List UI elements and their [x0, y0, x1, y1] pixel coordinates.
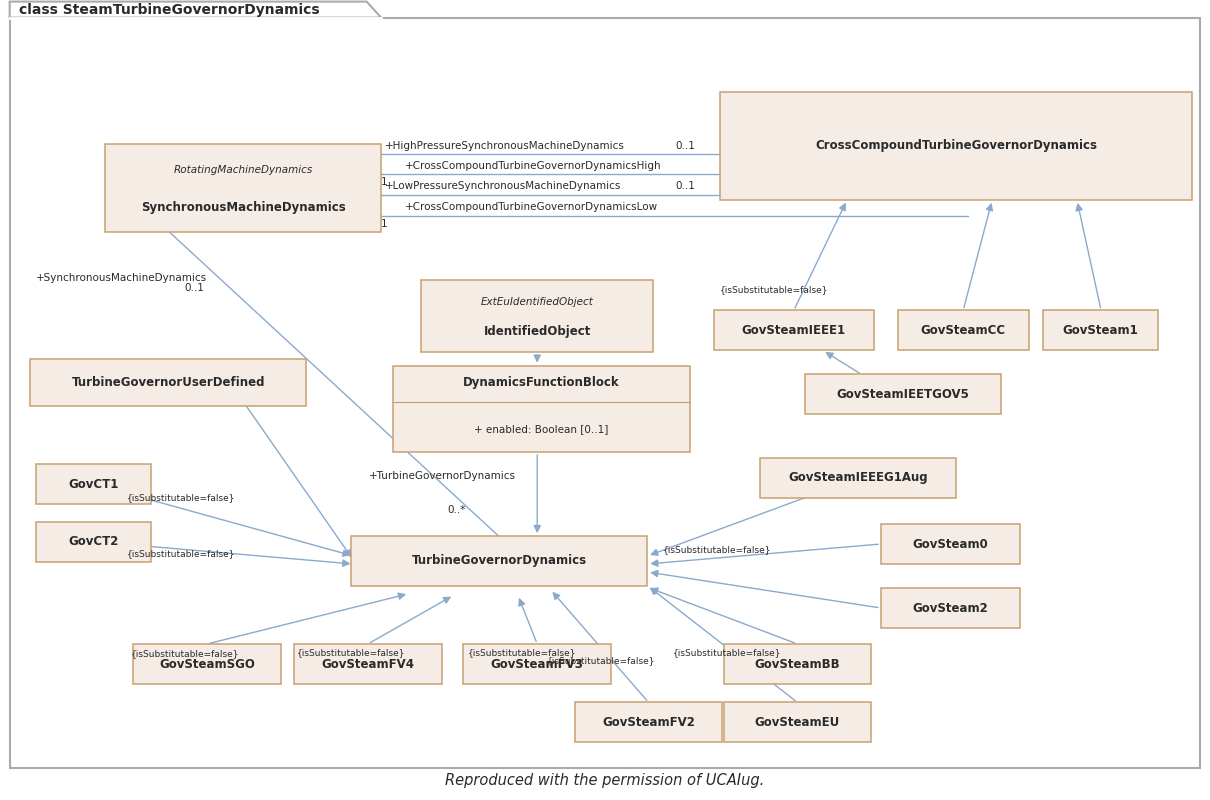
Text: class SteamTurbineGovernorDynamics: class SteamTurbineGovernorDynamics — [19, 2, 319, 17]
FancyBboxPatch shape — [898, 310, 1028, 350]
Text: GovSteamIEETGOV5: GovSteamIEETGOV5 — [836, 388, 969, 401]
Text: GovSteam1: GovSteam1 — [1062, 324, 1139, 337]
Text: GovSteamCC: GovSteamCC — [921, 324, 1006, 337]
Text: TurbineGovernorUserDefined: TurbineGovernorUserDefined — [71, 376, 265, 389]
Text: 0..1: 0..1 — [184, 283, 203, 293]
Text: IdentifiedObject: IdentifiedObject — [484, 326, 590, 338]
Text: 1: 1 — [381, 178, 387, 187]
Text: 0..1: 0..1 — [675, 182, 695, 191]
Text: +SynchronousMachineDynamics: +SynchronousMachineDynamics — [36, 274, 207, 283]
Text: {isSubstitutable=false}: {isSubstitutable=false} — [673, 648, 782, 658]
FancyBboxPatch shape — [760, 458, 956, 498]
Text: {isSubstitutable=false}: {isSubstitutable=false} — [127, 493, 236, 502]
Polygon shape — [10, 2, 381, 18]
FancyBboxPatch shape — [351, 536, 647, 586]
FancyBboxPatch shape — [421, 280, 653, 352]
Text: SynchronousMachineDynamics: SynchronousMachineDynamics — [140, 201, 346, 214]
FancyBboxPatch shape — [133, 644, 281, 684]
FancyBboxPatch shape — [30, 359, 306, 406]
Text: GovSteamFV3: GovSteamFV3 — [491, 658, 583, 670]
Text: +TurbineGovernorDynamics: +TurbineGovernorDynamics — [369, 471, 515, 481]
Text: +CrossCompoundTurbineGovernorDynamicsHigh: +CrossCompoundTurbineGovernorDynamicsHig… — [405, 161, 662, 170]
Text: ExtEuIdentifiedObject: ExtEuIdentifiedObject — [480, 297, 594, 306]
Text: TurbineGovernorDynamics: TurbineGovernorDynamics — [411, 554, 587, 567]
Text: + enabled: Boolean [0..1]: + enabled: Boolean [0..1] — [474, 424, 609, 434]
Text: {isSubstitutable=false}: {isSubstitutable=false} — [131, 649, 240, 658]
Text: 0..1: 0..1 — [675, 141, 695, 150]
Text: GovSteamBB: GovSteamBB — [755, 658, 840, 670]
Text: +CrossCompoundTurbineGovernorDynamicsLow: +CrossCompoundTurbineGovernorDynamicsLow — [405, 202, 658, 212]
FancyBboxPatch shape — [393, 366, 690, 452]
Text: {isSubstitutable=false}: {isSubstitutable=false} — [296, 648, 405, 658]
Text: RotatingMachineDynamics: RotatingMachineDynamics — [173, 166, 313, 175]
FancyBboxPatch shape — [724, 702, 871, 742]
FancyBboxPatch shape — [294, 644, 442, 684]
Text: GovSteamFV2: GovSteamFV2 — [603, 716, 695, 729]
Text: {isSubstitutable=false}: {isSubstitutable=false} — [127, 549, 236, 558]
FancyBboxPatch shape — [881, 524, 1020, 564]
Text: +HighPressureSynchronousMachineDynamics: +HighPressureSynchronousMachineDynamics — [385, 141, 624, 150]
Text: DynamicsFunctionBlock: DynamicsFunctionBlock — [463, 376, 620, 390]
FancyBboxPatch shape — [1043, 310, 1158, 350]
Text: +LowPressureSynchronousMachineDynamics: +LowPressureSynchronousMachineDynamics — [385, 182, 621, 191]
FancyBboxPatch shape — [36, 464, 151, 504]
Text: GovCT1: GovCT1 — [69, 478, 119, 490]
Text: GovSteam2: GovSteam2 — [912, 602, 989, 614]
Text: GovSteamIEEE1: GovSteamIEEE1 — [742, 324, 846, 337]
Text: GovSteam0: GovSteam0 — [912, 538, 989, 550]
Text: Reproduced with the permission of UCAIug.: Reproduced with the permission of UCAIug… — [445, 774, 765, 788]
FancyBboxPatch shape — [881, 588, 1020, 628]
FancyBboxPatch shape — [105, 144, 381, 232]
FancyBboxPatch shape — [575, 702, 722, 742]
Text: GovSteamEU: GovSteamEU — [755, 716, 840, 729]
Text: {isSubstitutable=false}: {isSubstitutable=false} — [720, 285, 829, 294]
Text: 0..*: 0..* — [448, 506, 466, 515]
FancyBboxPatch shape — [714, 310, 874, 350]
FancyBboxPatch shape — [10, 18, 1200, 768]
Text: {isSubstitutable=false}: {isSubstitutable=false} — [547, 656, 656, 666]
Text: {isSubstitutable=false}: {isSubstitutable=false} — [468, 648, 577, 658]
FancyBboxPatch shape — [720, 92, 1192, 200]
Text: {isSubstitutable=false}: {isSubstitutable=false} — [663, 545, 772, 554]
Text: GovSteamIEEEG1Aug: GovSteamIEEEG1Aug — [788, 471, 928, 484]
Text: GovSteamSGO: GovSteamSGO — [159, 658, 255, 670]
FancyBboxPatch shape — [463, 644, 611, 684]
Text: GovSteamFV4: GovSteamFV4 — [322, 658, 414, 670]
Text: CrossCompoundTurbineGovernorDynamics: CrossCompoundTurbineGovernorDynamics — [814, 139, 1097, 153]
FancyBboxPatch shape — [36, 522, 151, 562]
FancyBboxPatch shape — [805, 374, 1001, 414]
FancyBboxPatch shape — [724, 644, 871, 684]
Text: GovCT2: GovCT2 — [69, 535, 119, 548]
Text: 1: 1 — [381, 219, 387, 229]
